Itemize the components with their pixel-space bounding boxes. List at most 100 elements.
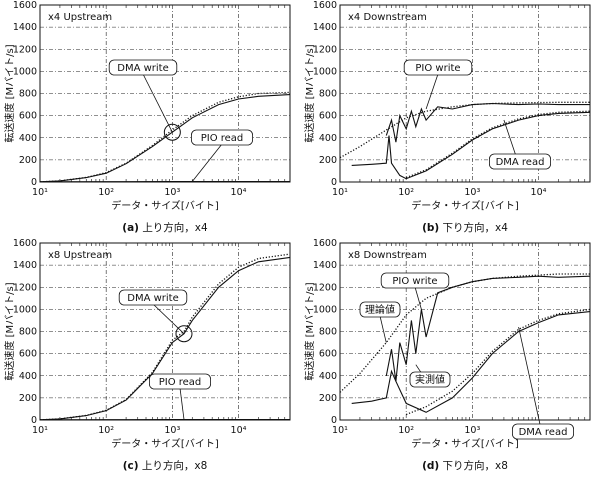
callout-label: DMA write	[127, 293, 179, 304]
y-tick-label: 1000	[13, 66, 37, 77]
y-tick-label: 1400	[13, 260, 37, 271]
x-tick-label: 10³	[164, 187, 180, 198]
x-tick-label: 10³	[464, 425, 480, 436]
panel-a: 0 200 400 600 800 1000 1200 1400 1600 10¹ 10² 10³ 10…	[0, 0, 300, 238]
callout-box	[190, 129, 253, 146]
chart-c-svg: 0 200 400 600 800 1000 1200 1400 1600 10¹ 10² 10³ 10…	[3, 238, 291, 450]
y-tick-label: 1600	[13, 238, 37, 249]
caption-c: (c) 上り方向，x8	[40, 458, 290, 473]
callout-leader	[379, 315, 387, 343]
callout-box	[359, 301, 401, 318]
y-tick-label: 1400	[313, 22, 337, 33]
caption-a: (a) 上り方向，x4	[40, 220, 290, 235]
x-tick-label: 10³	[464, 187, 480, 198]
x-tick-label: 10⁴	[531, 187, 547, 198]
callout-label: DMA read	[496, 157, 545, 168]
y-axis-label: 転送速度 [Mバイト/s]	[3, 44, 16, 142]
caption-b-text: 下り方向，x4	[442, 222, 508, 234]
caption-b-tag: (b)	[422, 222, 440, 234]
series-line	[39, 91, 291, 183]
y-tick-label: 600	[319, 349, 337, 360]
x-tick-label: 10³	[164, 425, 180, 436]
callout-box	[488, 153, 551, 170]
callout-leader	[414, 286, 422, 310]
x-tick-label: 10²	[98, 425, 114, 436]
caption-a-tag: (a)	[122, 222, 139, 234]
x-tick-label: 10⁴	[231, 187, 247, 198]
y-tick-label: 0	[31, 415, 37, 426]
y-tick-label: 1200	[313, 44, 337, 55]
callout-box	[148, 373, 211, 390]
caption-a-text: 上り方向，x4	[142, 222, 208, 234]
y-axis-label: 転送速度 [Mバイト/s]	[303, 282, 316, 380]
callout-label: 実測値	[415, 373, 445, 386]
callout-box	[403, 59, 473, 76]
y-tick-label: 0	[331, 177, 337, 188]
y-tick-label: 800	[319, 89, 337, 100]
y-tick-label: 1600	[313, 238, 337, 249]
callout-label: PIO read	[201, 133, 244, 144]
y-tick-label: 200	[19, 155, 37, 166]
x-tick-label: 10⁴	[231, 425, 247, 436]
y-tick-label: 200	[19, 393, 37, 404]
callout-label: PIO read	[159, 377, 202, 388]
y-tick-label: 200	[319, 393, 337, 404]
chart-b-svg: 0 200 400 600 800 1000 1200 1400 1600 10¹ 10² 10³ 10…	[303, 0, 591, 212]
y-axis-label: 転送速度 [Mバイト/s]	[303, 44, 316, 142]
callout-box	[380, 272, 450, 289]
caption-d-text: 下り方向，x8	[442, 460, 508, 472]
y-tick-label: 0	[31, 177, 37, 188]
series-line	[39, 256, 291, 421]
y-tick-label: 400	[19, 133, 37, 144]
callout-box	[409, 371, 451, 388]
series-line	[385, 102, 590, 143]
y-tick-label: 400	[319, 133, 337, 144]
callout-leader	[142, 73, 173, 133]
y-tick-label: 1400	[13, 22, 37, 33]
caption-d-tag: (d)	[422, 460, 440, 472]
x-tick-label: 10¹	[32, 187, 48, 198]
callout-label: DMA read	[519, 427, 568, 438]
y-tick-label: 1000	[313, 66, 337, 77]
y-tick-label: 1200	[313, 282, 337, 293]
x-tick-label: 10¹	[332, 425, 348, 436]
callout-leader	[518, 326, 544, 439]
y-tick-label: 1000	[13, 304, 37, 315]
x-tick-label: 10¹	[32, 425, 48, 436]
highlight-circle	[163, 123, 181, 141]
callout-box	[118, 289, 188, 306]
callout-box	[108, 59, 178, 76]
x-tick-label: 10²	[98, 187, 114, 198]
x-axis-label: データ・サイズ[バイト]	[411, 199, 519, 212]
y-tick-label: 1600	[313, 0, 337, 11]
panel-title: x4 Downstream	[348, 12, 427, 23]
panel-c: 0 200 400 600 800 1000 1200 1400 1600 10¹ 10² 10³ 10…	[0, 238, 300, 476]
callout-label: DMA write	[117, 63, 169, 74]
y-tick-label: 800	[319, 327, 337, 338]
y-tick-label: 600	[19, 349, 37, 360]
y-tick-label: 1400	[313, 260, 337, 271]
callout-leader	[191, 143, 223, 182]
series-line	[405, 308, 591, 416]
panel-title: x4 Upstream	[48, 12, 112, 23]
callout-label: PIO write	[392, 276, 437, 287]
y-tick-label: 400	[319, 371, 337, 382]
y-tick-label: 1200	[13, 282, 37, 293]
y-tick-label: 800	[19, 327, 37, 338]
panel-title: x8 Upstream	[48, 250, 112, 261]
y-tick-label: 600	[19, 111, 37, 122]
y-axis-label: 転送速度 [Mバイト/s]	[3, 282, 16, 380]
y-tick-label: 400	[19, 371, 37, 382]
chart-d-svg: 0200400600800100012001400160010¹10²10³10…	[303, 238, 591, 450]
y-tick-label: 0	[331, 415, 337, 426]
caption-c-text: 上り方向，x8	[141, 460, 208, 472]
callout-leader	[152, 303, 185, 335]
x-axis-label: データ・サイズ[バイト]	[111, 199, 219, 212]
x-tick-label: 10²	[398, 425, 414, 436]
callout-label: 理論値	[365, 303, 395, 316]
series-line	[339, 273, 590, 393]
y-tick-label: 600	[319, 111, 337, 122]
panel-d: 0200400600800100012001400160010¹10²10³10…	[300, 238, 600, 476]
callout-label: PIO write	[415, 63, 460, 74]
